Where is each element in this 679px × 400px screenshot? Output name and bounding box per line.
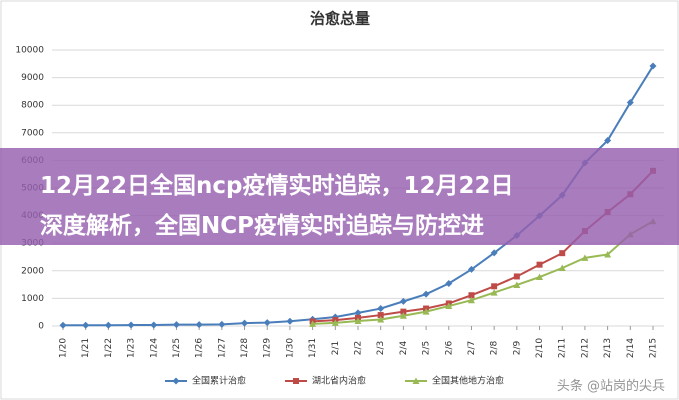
point <box>377 315 385 323</box>
point <box>399 312 407 319</box>
x-tick-label: 2/15 <box>649 338 659 358</box>
point <box>195 321 203 329</box>
point <box>513 273 520 280</box>
point <box>467 265 475 273</box>
point <box>354 317 362 325</box>
x-tick-label: 1/24 <box>149 338 159 358</box>
point <box>377 312 384 319</box>
point <box>400 308 407 315</box>
x-tick-label: 1/25 <box>172 338 182 358</box>
x-tick-label: 2/7 <box>467 341 477 355</box>
point <box>150 321 158 329</box>
point <box>172 377 180 385</box>
point <box>626 99 634 107</box>
overlay-text: 深度解析，全国NCP疫情实时追踪与防控进 <box>40 213 484 239</box>
y-tick-label: 10000 <box>15 46 44 56</box>
x-tick-label: 2/4 <box>399 340 409 355</box>
point <box>468 292 475 299</box>
x-tick-label: 2/8 <box>490 340 500 355</box>
point <box>558 264 566 272</box>
x-tick-label: 1/27 <box>217 338 227 358</box>
x-tick-label: 2/10 <box>535 338 545 358</box>
x-tick-label: 1/23 <box>127 338 137 358</box>
point <box>218 320 226 328</box>
x-tick-label: 1/26 <box>195 338 205 358</box>
x-tick-label: 1/28 <box>240 338 250 358</box>
point <box>82 321 90 329</box>
point <box>399 297 407 305</box>
x-tick-label: 2/11 <box>558 338 568 358</box>
watermark: 头条 @站岗的尖兵 <box>556 379 665 394</box>
overlay-band <box>0 148 679 245</box>
point <box>422 290 430 298</box>
x-tick-label: 2/3 <box>376 341 386 355</box>
legend-label: 全国累计治愈 <box>192 375 246 387</box>
x-tick-label: 2/14 <box>626 338 636 358</box>
point <box>241 319 249 327</box>
point <box>649 62 657 70</box>
y-tick-label: 1000 <box>21 294 44 304</box>
legend-label: 全国其他地方治愈 <box>432 375 504 387</box>
point <box>604 136 612 144</box>
point <box>104 321 112 329</box>
point <box>445 279 453 287</box>
x-tick-label: 2/5 <box>422 341 432 355</box>
point <box>377 305 385 313</box>
point <box>127 321 135 329</box>
point <box>604 250 612 258</box>
point <box>354 309 362 317</box>
overlay-text: 12月22日全国ncp疫情实时追踪，12月22日 <box>40 173 514 199</box>
y-tick-label: 7000 <box>21 128 44 138</box>
x-tick-label: 2/6 <box>444 340 454 355</box>
y-tick-label: 9000 <box>21 73 44 83</box>
x-tick-label: 1/31 <box>308 338 318 358</box>
point <box>490 289 498 296</box>
x-tick-label: 2/2 <box>354 341 364 355</box>
point <box>491 283 498 290</box>
x-tick-label: 2/1 <box>331 341 341 355</box>
point <box>536 273 544 281</box>
point <box>59 321 67 329</box>
point <box>559 250 566 257</box>
x-tick-label: 2/13 <box>603 338 613 358</box>
y-tick-label: 0 <box>38 322 44 332</box>
point <box>172 321 180 329</box>
point <box>422 308 430 315</box>
series-line <box>312 220 654 325</box>
point <box>536 261 543 268</box>
point <box>286 317 294 325</box>
x-tick-label: 1/21 <box>81 338 91 358</box>
x-tick-label: 1/30 <box>285 338 295 358</box>
point <box>490 249 498 257</box>
x-tick-label: 2/9 <box>512 340 522 355</box>
point <box>309 320 317 327</box>
x-tick-label: 1/22 <box>104 338 114 358</box>
x-tick-label: 1/29 <box>263 338 273 358</box>
point <box>263 319 271 327</box>
point <box>513 281 521 288</box>
x-tick-label: 1/20 <box>59 338 69 358</box>
point <box>331 319 339 326</box>
chart-title: 治愈总量 <box>310 10 370 28</box>
point <box>467 296 475 304</box>
point <box>445 302 453 310</box>
point <box>293 378 299 384</box>
point <box>581 254 589 261</box>
x-tick-label: 2/12 <box>580 338 590 358</box>
y-tick-label: 8000 <box>21 101 44 111</box>
point <box>412 377 420 384</box>
y-tick-label: 2000 <box>21 266 44 276</box>
legend-label: 湖北省内治愈 <box>312 375 366 387</box>
